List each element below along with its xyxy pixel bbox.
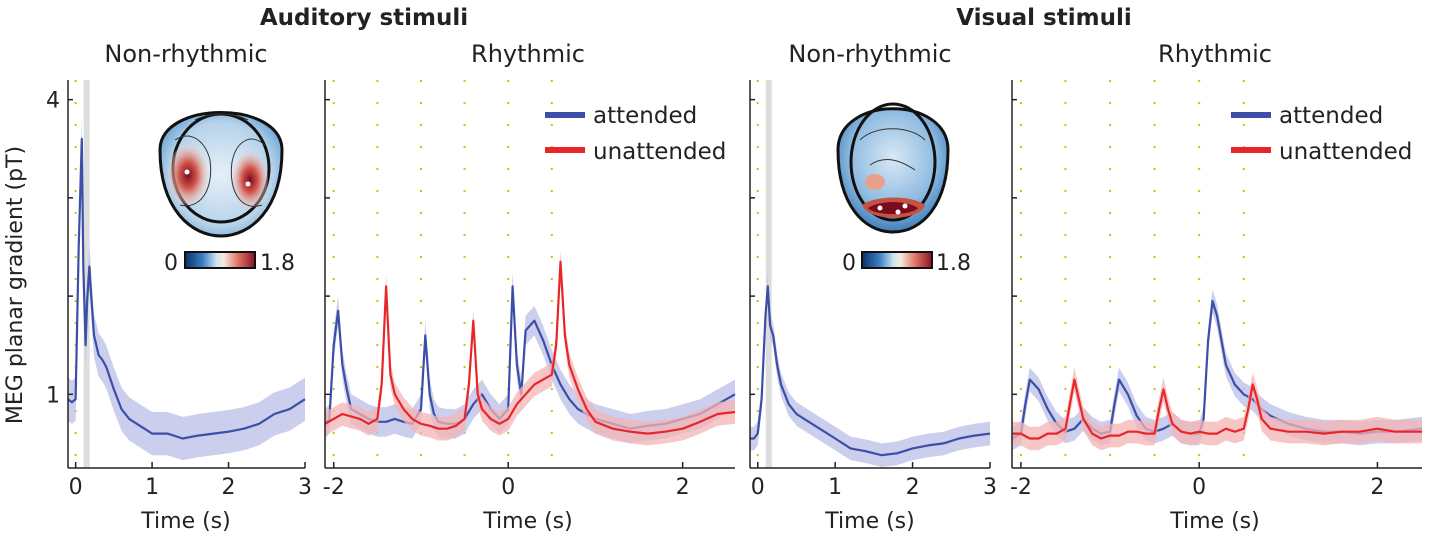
group-title-visual: Visual stimuli: [956, 5, 1131, 31]
panel-auditory-rhythmic: -2 0 2: [323, 80, 736, 500]
y-tick-label: 4: [46, 89, 60, 114]
series-attended-error-band: [750, 274, 990, 467]
panel-visual-rhythmic: -2 0 2: [1010, 80, 1423, 500]
x-tick-label: 2: [222, 475, 236, 500]
legend-attended-label: attended: [593, 103, 697, 129]
series-attended-line: [750, 285, 991, 457]
series-attended-error-band: [68, 117, 305, 461]
x-tick-label: 0: [751, 475, 765, 500]
x-tick-label: 1: [145, 475, 159, 500]
x-tick-label: -2: [1010, 475, 1032, 500]
colorbar-max-label-visual: 1.8: [936, 251, 971, 276]
panel-visual-nonrhythmic: 0 1 2 3: [749, 80, 997, 500]
legend-unattended-label: unattended: [593, 139, 726, 165]
x-tick-label: 3: [983, 475, 997, 500]
topomap-auditory: [158, 111, 284, 238]
x-tick-label: 0: [69, 475, 83, 500]
colorbar-min-label: 0: [164, 251, 178, 276]
colorbar-auditory: 0 1.8: [164, 251, 295, 276]
x-tick-label: 2: [906, 475, 920, 500]
stimulus-onset-shade: [83, 80, 90, 468]
y-axis-label: MEG planar gradient (pT): [3, 146, 28, 424]
legend-visual-rhythmic: attended unattended: [1231, 103, 1412, 165]
panel-auditory-nonrhythmic: 1 4 0 1 2 3: [46, 80, 312, 500]
series-unattended-error-band: [1012, 367, 1422, 451]
panel-title-visual-rhythmic: Rhythmic: [1158, 40, 1272, 68]
panel-title-visual-nonrhythmic: Non-rhythmic: [788, 40, 951, 68]
x-tick-label: 2: [1370, 475, 1384, 500]
series-attended-line: [67, 137, 306, 440]
stimulus-onset-shade: [765, 80, 772, 468]
panel-title-auditory-rhythmic: Rhythmic: [471, 40, 585, 68]
x-axis-label-auditory-nonrhythmic: Time (s): [140, 509, 230, 534]
series-unattended-line: [1012, 378, 1422, 440]
series-unattended-line: [324, 260, 736, 435]
legend-attended-label: attended: [1279, 103, 1383, 129]
colorbar-max-label: 1.8: [260, 251, 295, 276]
legend-auditory-rhythmic: attended unattended: [545, 103, 726, 165]
x-tick-label: 2: [676, 475, 690, 500]
colorbar-visual: 0 1.8: [842, 251, 971, 276]
x-tick-label: 3: [298, 475, 312, 500]
x-tick-label: 0: [1192, 475, 1206, 500]
x-axis-label-visual-nonrhythmic: Time (s): [824, 509, 914, 534]
x-tick-label: 0: [501, 475, 515, 500]
panel-title-auditory-nonrhythmic: Non-rhythmic: [104, 40, 267, 68]
legend-unattended-label: unattended: [1279, 139, 1412, 165]
y-tick-label: 1: [46, 383, 60, 408]
x-axis-label-visual-rhythmic: Time (s): [1169, 509, 1259, 534]
topomap-visual: [836, 102, 950, 234]
x-tick-label: -2: [323, 475, 345, 500]
group-title-auditory: Auditory stimuli: [260, 5, 468, 31]
x-axis-label-auditory-rhythmic: Time (s): [482, 509, 572, 534]
x-tick-label: 1: [828, 475, 842, 500]
colorbar-min-label-visual: 0: [842, 251, 856, 276]
series-unattended-error-band: [325, 249, 735, 446]
